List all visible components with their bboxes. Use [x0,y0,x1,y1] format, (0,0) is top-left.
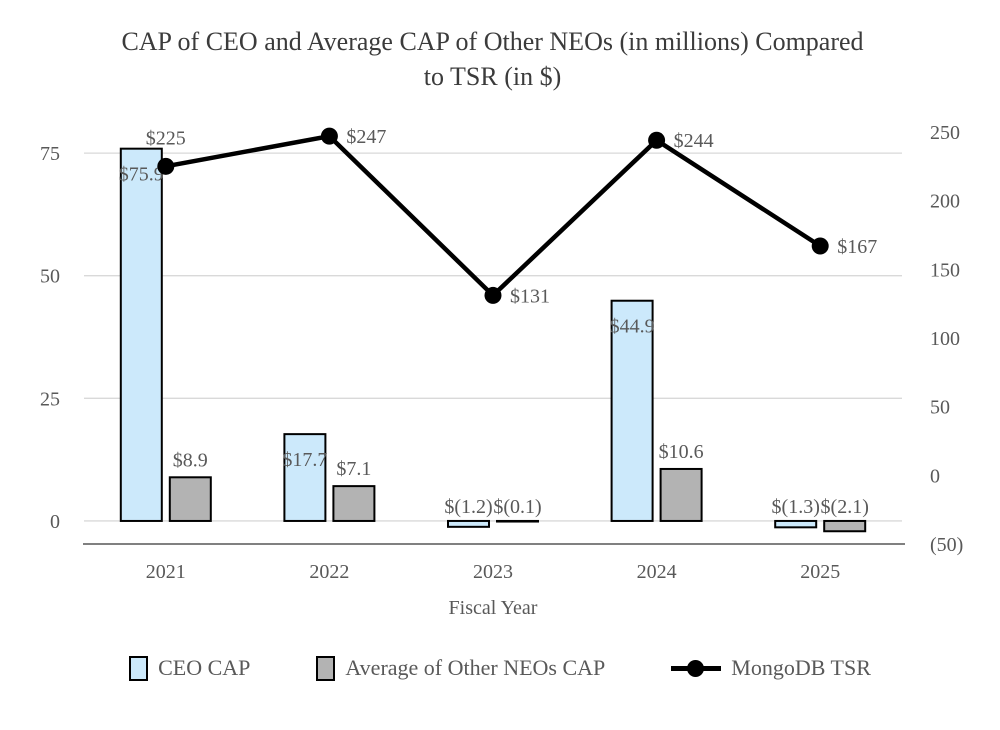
left-axis-tick-label: 25 [40,388,60,410]
x-category-label-2021: 2021 [146,561,186,583]
tsr-label-2024: $244 [674,130,714,152]
tsr-marker-2022 [320,127,338,145]
x-category-label-2023: 2023 [473,561,513,583]
bar-label-other-neos-cap-2023: $(0.1) [493,496,541,518]
bar-label-ceo-cap-2023: $(1.2) [444,496,492,518]
bar-ceo-cap-2023 [447,519,490,528]
chart-legend: CEO CAP Average of Other NEOs CAP MongoD… [0,655,1000,681]
legend-item-mongodb-tsr: MongoDB TSR [671,655,871,681]
legend-dot-icon [687,659,705,677]
right-axis-tick-label: 150 [930,259,960,281]
bar-other-neos-cap-2022 [332,485,376,522]
legend-label-mongodb-tsr: MongoDB TSR [731,655,871,680]
legend-item-other-neos-cap: Average of Other NEOs CAP [316,655,605,681]
bar-ceo-cap-2022 [283,433,327,522]
tsr-label-2022: $247 [346,126,386,148]
right-axis-tick-label: 50 [930,397,950,419]
tsr-marker-2025 [811,237,829,255]
bar-label-other-neos-cap-2022: $7.1 [336,458,371,480]
tsr-label-2023: $131 [510,285,550,307]
bar-ceo-cap-2021 [119,147,163,522]
right-axis-tick-label: 0 [930,465,940,487]
chart-title-line2: to TSR (in $) [423,62,562,91]
bar-label-other-neos-cap-2024: $10.6 [659,441,704,463]
bar-label-ceo-cap-2025: $(1.3) [772,496,820,518]
tsr-label-2021: $225 [146,127,186,149]
legend-label-ceo-cap: CEO CAP [158,655,251,680]
x-category-label-2022: 2022 [309,561,349,583]
right-axis-tick-label: (50) [930,534,963,556]
bar-label-other-neos-cap-2021: $8.9 [173,449,208,471]
right-axis-tick-label: 250 [930,122,960,144]
tsr-marker-2023 [484,286,502,304]
tsr-line [165,133,822,299]
tsr-label-2025: $167 [837,236,877,258]
chart-plot-area: 0 25 50 75 (50) 0 50 100 150 200 250 2021 2022 2023 20… [40,122,963,619]
bar-other-neos-cap-2021 [168,476,212,522]
bar-ceo-cap-2025 [774,519,818,529]
bar-other-neos-cap-2023 [496,519,539,523]
x-axis-title: Fiscal Year [449,597,538,619]
left-axis-tick-label: 0 [50,511,60,533]
right-axis-tick-label: 200 [930,191,960,213]
bar-label-ceo-cap-2024: $44.9 [610,316,655,338]
x-category-label-2025: 2025 [800,561,840,583]
left-axis-tick-label: 50 [40,266,60,288]
bar-other-neos-cap-2024 [659,467,703,522]
tsr-marker-2024 [648,131,666,149]
x-category-label-2024: 2024 [637,561,677,583]
tsr-marker-2021 [157,157,175,175]
bar-label-other-neos-cap-2025: $(2.1) [821,496,869,518]
bar-label-ceo-cap-2022: $17.7 [282,449,327,471]
bar-label-ceo-cap-2021: $75.9 [119,164,164,186]
chart-title-line1: CAP of CEO and Average CAP of Other NEOs… [121,27,864,56]
legend-swatch-ceo-cap-icon [129,655,149,681]
right-axis-tick-label: 100 [930,328,960,350]
bar-ceo-cap-2024 [610,299,654,522]
legend-swatch-other-neos-cap-icon [316,655,336,681]
legend-line-dot-marker-icon [671,659,722,677]
bar-other-neos-cap-2025 [823,519,867,533]
chart-title: CAP of CEO and Average CAP of Other NEOs… [0,24,985,94]
legend-item-ceo-cap: CEO CAP [129,655,250,681]
legend-label-other-neos-cap: Average of Other NEOs CAP [345,655,606,680]
left-axis-tick-label: 75 [40,143,60,165]
